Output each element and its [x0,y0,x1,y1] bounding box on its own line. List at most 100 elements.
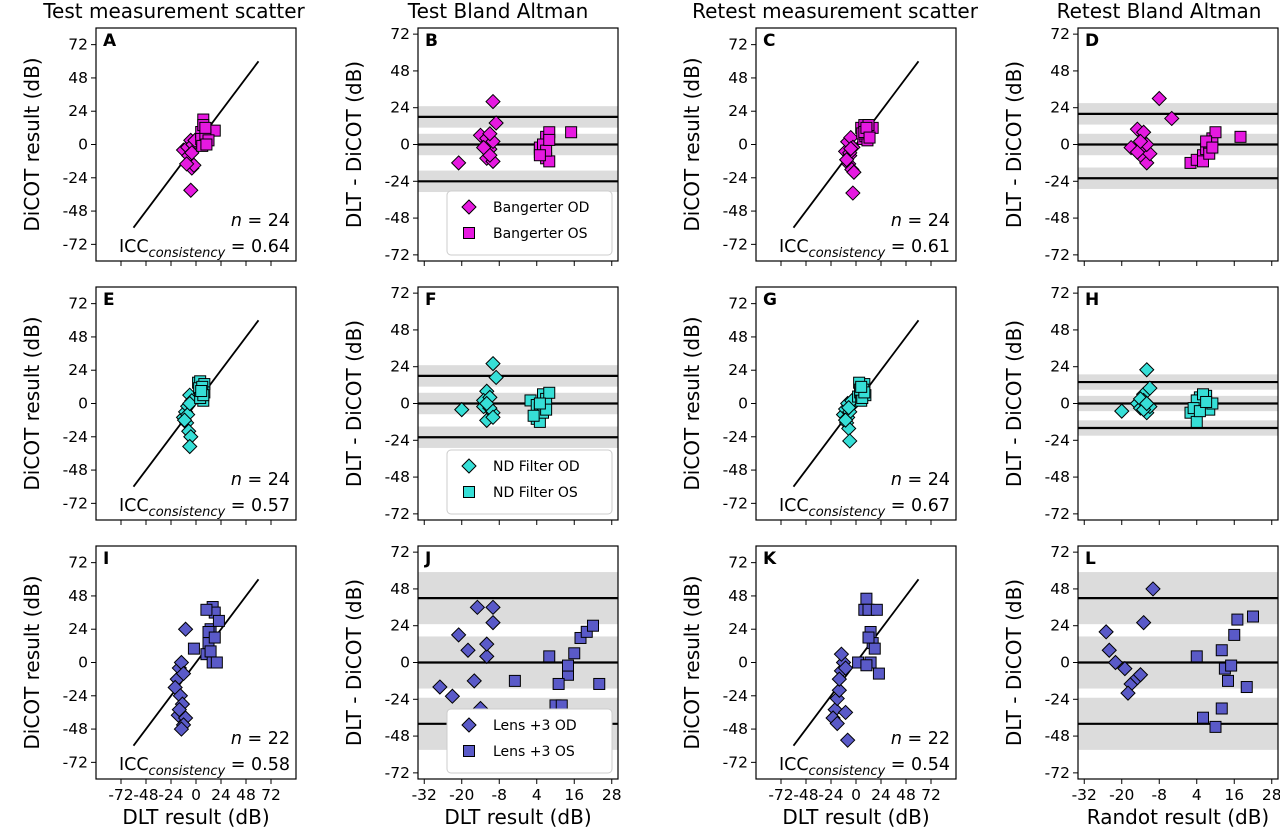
n-annotation: n = 24 [891,470,950,490]
data-point-os [1228,628,1241,641]
panel-a: -72 -48 -24 0 24 48 72 DiCOT result (dB) An = 24… [20,27,297,266]
y-tick-label: -48 [723,720,748,738]
data-point-od [846,164,862,180]
icc-value: = 0.58 [225,755,290,775]
y-tick-label: 72 [390,284,410,302]
panel-letter: A [103,31,117,51]
panel-h: -72 -48 -24 0 24 48 72 DLT - DiCOT (dB) H [1002,284,1279,525]
y-tick-label: -24 [385,690,410,708]
y-tick-label: -72 [63,753,88,771]
icc-subscript: consistency [149,505,226,520]
data-point-od [837,412,854,428]
x-tick-label: 4 [532,786,542,804]
data-point-os [1193,405,1206,418]
n-value: = 24 [902,211,950,231]
y-tick-label: 0 [400,395,410,413]
legend-marker-od [461,458,477,474]
y-tick-label: 0 [400,136,410,154]
data-point-os [208,631,221,644]
column-title-4: Retest Bland Altman [1057,0,1262,23]
legend-marker-os [463,745,475,757]
panel-c: -72 -48 -24 0 24 48 72 DiCOT result (dB) Cn = 24… [680,27,957,266]
data-point-os [862,631,875,644]
y-tick-label: 24 [68,361,88,379]
data-point-os [860,659,873,672]
x-tick-label: -32 [412,786,437,804]
y-tick-label: 0 [738,395,748,413]
data-point-os [1234,130,1247,143]
y-axis-label: DiCOT result (dB) [680,57,704,231]
icc-subscript: consistency [149,246,226,261]
y-tick-label: 72 [68,295,88,313]
data-point-os [1200,135,1213,148]
n-annotation: n = 24 [891,211,950,231]
n-annotation: n = 22 [231,729,290,749]
y-tick-label: -72 [63,494,88,512]
data-points [450,93,578,171]
data-point-os [1190,650,1203,663]
x-tick-label: -8 [1152,786,1167,804]
x-tick-label: -32 [1072,786,1097,804]
y-tick-label: -48 [1045,468,1070,486]
data-points [1098,581,1259,733]
x-axis-label: DLT result (dB) [444,805,591,829]
data-points [432,599,606,738]
y-tick-label: -72 [1045,505,1070,523]
data-point-od [177,621,194,637]
icc-value: = 0.67 [885,496,950,516]
panel-letter: J [424,549,431,569]
data-points [1114,362,1219,428]
data-point-od [833,646,850,662]
data-point-od [450,627,467,643]
y-tick-label: -24 [1045,172,1070,190]
x-axis-label: Randot result (dB) [1087,805,1269,829]
data-point-od [829,715,845,732]
x-tick-label: -24 [818,786,843,804]
data-point-od [1151,90,1167,107]
data-point-os [543,386,556,399]
n-symbol: n [891,470,902,490]
x-tick-label: 72 [261,786,281,804]
y-tick-label: -72 [63,235,88,253]
data-point-os [533,397,546,410]
x-tick-label: 48 [896,786,916,804]
y-tick-label: -72 [723,753,748,771]
y-tick-label: -72 [385,764,410,782]
data-point-od [1139,362,1155,378]
data-point-od [466,673,482,689]
y-tick-label: 24 [68,620,88,638]
panel-j: -72 -48 -24 0 24 48 72 -32 -20 -8 4 16 28 DLT - DiCOT… [342,543,622,829]
data-point-os [1209,126,1222,139]
data-point-os [1222,674,1234,687]
data-point-os [863,131,876,144]
panel-letter: C [763,31,775,51]
icc-subscript: consistency [149,764,226,779]
y-tick-label: -24 [385,172,410,190]
y-tick-label: 24 [728,102,748,120]
data-point-os [1247,610,1259,623]
y-axis-label: DiCOT result (dB) [680,316,704,490]
y-tick-label: -48 [385,727,410,745]
data-point-os [1231,613,1244,626]
data-point-os [527,409,540,422]
icc-symbol: ICC [119,496,149,516]
icc-value: = 0.64 [225,237,290,257]
y-axis-label: DLT - DiCOT (dB) [342,579,366,746]
y-tick-label: -48 [63,461,88,479]
y-tick-label: 24 [1050,358,1070,376]
x-axis-label: DLT result (dB) [782,805,929,829]
icc-symbol: ICC [119,237,149,257]
panel-e: -72 -48 -24 0 24 48 72 DiCOT result (dB) En = 24… [20,286,297,525]
icc-subscript: consistency [809,505,886,520]
icc-subscript: consistency [809,764,886,779]
y-tick-label: 72 [390,25,410,43]
data-point-os [593,677,606,690]
x-tick-label: -48 [133,786,158,804]
data-point-od [444,688,461,704]
y-tick-label: 24 [1050,99,1070,117]
panel-l: -72 -48 -24 0 24 48 72 -32 -20 -8 4 16 28 DLT - DiCOT… [1002,543,1280,829]
panel-letter: B [425,31,438,51]
icc-annotation: ICCconsistency = 0.67 [779,496,950,520]
data-point-os [568,647,581,660]
legend: Lens +3 OD Lens +3 OS [446,708,613,774]
